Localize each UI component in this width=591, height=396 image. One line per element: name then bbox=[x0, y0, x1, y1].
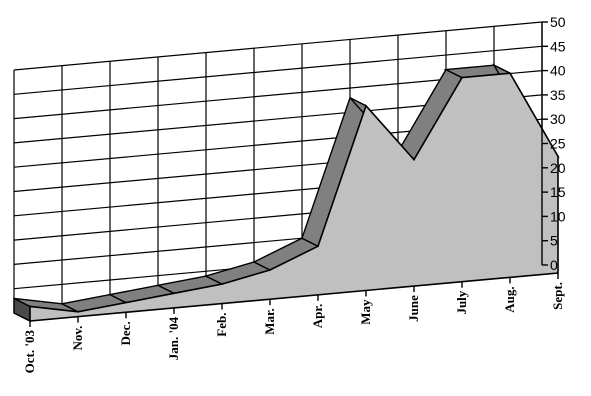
x-tick-label: May bbox=[358, 299, 373, 325]
data-point bbox=[365, 104, 367, 107]
x-tick-label: Nov. bbox=[70, 326, 85, 351]
data-point bbox=[557, 155, 559, 158]
x-tick-label: Apr. bbox=[310, 304, 325, 328]
y-tick-label: 50 bbox=[550, 14, 566, 30]
data-point bbox=[461, 76, 463, 79]
data-point bbox=[125, 301, 127, 304]
y-tick-label: 45 bbox=[550, 38, 566, 54]
data-point bbox=[413, 158, 415, 161]
y-tick-label: 15 bbox=[550, 184, 566, 200]
y-tick-label: 10 bbox=[550, 208, 566, 224]
y-tick-label: 5 bbox=[550, 233, 558, 249]
data-point bbox=[269, 269, 271, 271]
x-tick-label: Mar. bbox=[262, 308, 277, 335]
data-point bbox=[173, 292, 175, 295]
x-tick-label: June bbox=[406, 295, 421, 322]
data-point bbox=[77, 310, 79, 313]
x-tick-label: Dec. bbox=[118, 321, 133, 345]
data-point bbox=[221, 283, 223, 285]
y-tick-label: 25 bbox=[550, 136, 566, 152]
data-point bbox=[317, 245, 319, 248]
x-tick-label: Jan. '04 bbox=[166, 316, 181, 360]
x-tick-label: Feb. bbox=[214, 313, 229, 337]
x-tick-label: Oct. '03 bbox=[22, 330, 37, 374]
y-tick-label: 35 bbox=[550, 87, 566, 103]
data-point bbox=[29, 305, 31, 308]
x-tick-label: July bbox=[454, 290, 469, 314]
y-tick-label: 40 bbox=[550, 63, 566, 79]
area-series bbox=[13, 63, 560, 323]
gridline-horizontal bbox=[13, 45, 543, 95]
y-tick-label: 0 bbox=[550, 257, 558, 273]
y-tick-label: 20 bbox=[550, 160, 566, 176]
data-point bbox=[509, 72, 511, 75]
x-tick-label: Aug. bbox=[502, 286, 517, 312]
y-tick-label: 30 bbox=[550, 111, 566, 127]
gridline-horizontal bbox=[13, 21, 543, 71]
y-axis-ticks: 0 5 10 15 20 25 30 35 40 45 50 bbox=[541, 14, 566, 273]
x-tick-label: Sept. bbox=[550, 282, 565, 310]
x-axis-ticks: Oct. '03 Nov. Dec. Jan. '04 Feb. Mar. Apr. May J… bbox=[22, 273, 565, 373]
